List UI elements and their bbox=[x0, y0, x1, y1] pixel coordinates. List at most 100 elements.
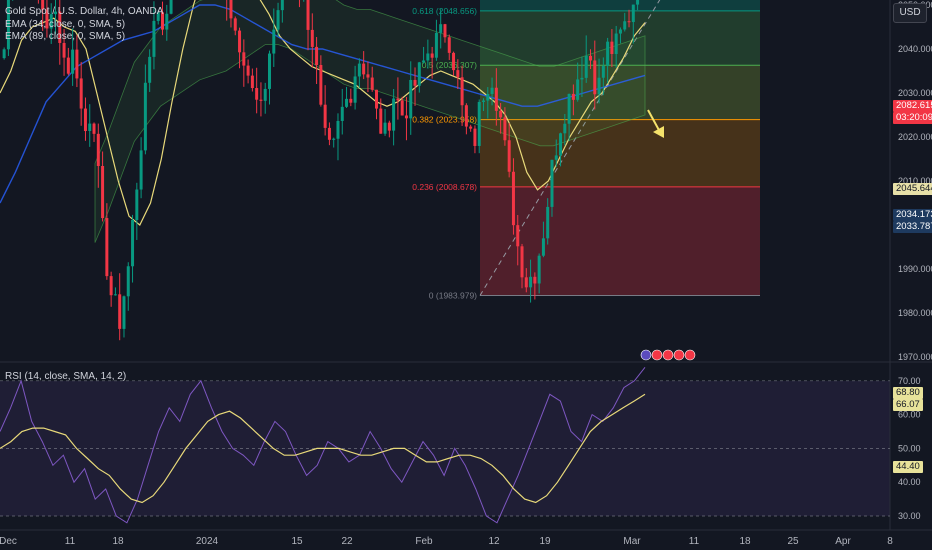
candle-body bbox=[627, 21, 631, 23]
candle-body bbox=[332, 138, 336, 140]
event-icon bbox=[673, 349, 685, 361]
ema34-legend[interactable]: EMA (34, close, 0, SMA, 5) bbox=[5, 19, 126, 30]
rsi-level-label: 60.00 bbox=[898, 410, 921, 420]
currency-button[interactable]: USD bbox=[893, 3, 927, 23]
candle-body bbox=[66, 57, 70, 74]
candle-body bbox=[597, 77, 601, 95]
candle-body bbox=[54, 11, 57, 15]
candle-body bbox=[306, 0, 310, 30]
candle-body bbox=[323, 104, 327, 128]
price-tick-label: 2040.000 bbox=[898, 44, 932, 54]
candle-body bbox=[310, 29, 314, 47]
candle-body bbox=[327, 127, 331, 140]
time-tick-label: Mar bbox=[623, 536, 641, 547]
time-tick-label: 22 bbox=[341, 536, 353, 547]
candle-body bbox=[567, 93, 571, 124]
time-tick-label: 25 bbox=[787, 536, 799, 547]
candle-body bbox=[460, 77, 464, 106]
candle-body bbox=[482, 100, 485, 102]
candle-body bbox=[319, 65, 323, 105]
ema89-price-tag-b: 2033.787 bbox=[893, 221, 932, 233]
candle-body bbox=[263, 88, 267, 101]
candle-body bbox=[614, 33, 618, 54]
price-tick-label: 2020.000 bbox=[898, 132, 932, 142]
candle-body bbox=[447, 37, 451, 53]
candle-body bbox=[503, 117, 507, 141]
candle-body bbox=[413, 79, 417, 86]
rsi-lower-tag: 44.40 bbox=[893, 461, 923, 473]
candle-body bbox=[75, 49, 79, 79]
ema89-line bbox=[0, 4, 646, 204]
ema89-legend[interactable]: EMA (89, close, 0, SMA, 5) bbox=[5, 31, 126, 42]
candle-body bbox=[315, 46, 319, 66]
fib-label: 0 (1983.979) bbox=[429, 290, 477, 300]
candle-body bbox=[554, 155, 558, 160]
candle-body bbox=[349, 98, 353, 103]
rsi-legend[interactable]: RSI (14, close, SMA, 14, 2) bbox=[5, 371, 127, 382]
candle-body bbox=[242, 52, 246, 66]
forecast-arrow-head bbox=[653, 126, 664, 138]
candle-body bbox=[276, 10, 280, 30]
time-tick-label: 18 bbox=[112, 536, 124, 547]
time-tick-label: Dec bbox=[0, 536, 17, 547]
fib-zone bbox=[480, 0, 760, 11]
candle-body bbox=[336, 120, 340, 139]
candle-body bbox=[109, 276, 113, 296]
last-price-tag: 2082.615 bbox=[893, 100, 932, 112]
candle-body bbox=[362, 63, 366, 75]
candle-body bbox=[559, 133, 563, 156]
candle-body bbox=[357, 63, 361, 77]
ema-ribbon bbox=[94, 0, 646, 243]
symbol-title: Gold Spot / U.S. Dollar, 4h, OANDA bbox=[5, 6, 164, 17]
candle-body bbox=[250, 75, 254, 89]
candle-body bbox=[524, 277, 528, 288]
rsi-level-label: 30.00 bbox=[898, 511, 921, 521]
time-tick-label: 18 bbox=[739, 536, 751, 547]
price-tick-label: 2030.000 bbox=[898, 88, 932, 98]
candle-body bbox=[541, 238, 545, 256]
candle-body bbox=[246, 65, 250, 76]
candle-body bbox=[434, 32, 438, 58]
bar-countdown-tag: 03:20:09 bbox=[893, 112, 932, 124]
candle-body bbox=[152, 20, 156, 57]
forecast-arrow bbox=[647, 109, 661, 133]
candle-body bbox=[165, 13, 169, 30]
time-tick-label: 8 bbox=[887, 536, 893, 547]
time-tick-label: 19 bbox=[539, 536, 551, 547]
candle-body bbox=[439, 24, 443, 33]
candle-body bbox=[383, 122, 387, 134]
fib-zone bbox=[480, 65, 760, 120]
candle-body bbox=[161, 12, 164, 30]
candle-body bbox=[49, 14, 53, 29]
candle-body bbox=[58, 11, 62, 43]
candle-body bbox=[79, 78, 83, 109]
candle-body bbox=[96, 133, 100, 166]
candle-body bbox=[404, 115, 408, 119]
candle-body bbox=[118, 294, 122, 329]
ema89-price-tag-a: 2034.173 bbox=[893, 209, 932, 221]
candle-body bbox=[122, 296, 126, 329]
event-icon bbox=[684, 349, 696, 361]
time-tick-label: 11 bbox=[689, 536, 700, 547]
candle-body bbox=[92, 123, 96, 134]
rsi-level-label: 70.00 bbox=[898, 376, 921, 386]
candle-body bbox=[139, 150, 143, 190]
candle-body bbox=[631, 4, 635, 23]
candle-body bbox=[426, 53, 430, 61]
price-tick-label: 1970.000 bbox=[898, 352, 932, 362]
price-tick-label: 1980.000 bbox=[898, 308, 932, 318]
candle-body bbox=[618, 29, 622, 34]
candle-body bbox=[366, 74, 370, 78]
candle-body bbox=[101, 165, 105, 219]
candle-body bbox=[546, 206, 550, 239]
candle-body bbox=[571, 93, 575, 100]
price-tick-label: 2010.000 bbox=[898, 176, 932, 186]
fib-label: 0.236 (2008.678) bbox=[412, 182, 477, 192]
time-tick-label: Apr bbox=[835, 536, 851, 547]
candle-body bbox=[45, 9, 49, 29]
price-tick-label: 1990.000 bbox=[898, 264, 932, 274]
candle-body bbox=[375, 89, 378, 109]
candle-body bbox=[606, 41, 610, 66]
candle-body bbox=[353, 76, 357, 103]
